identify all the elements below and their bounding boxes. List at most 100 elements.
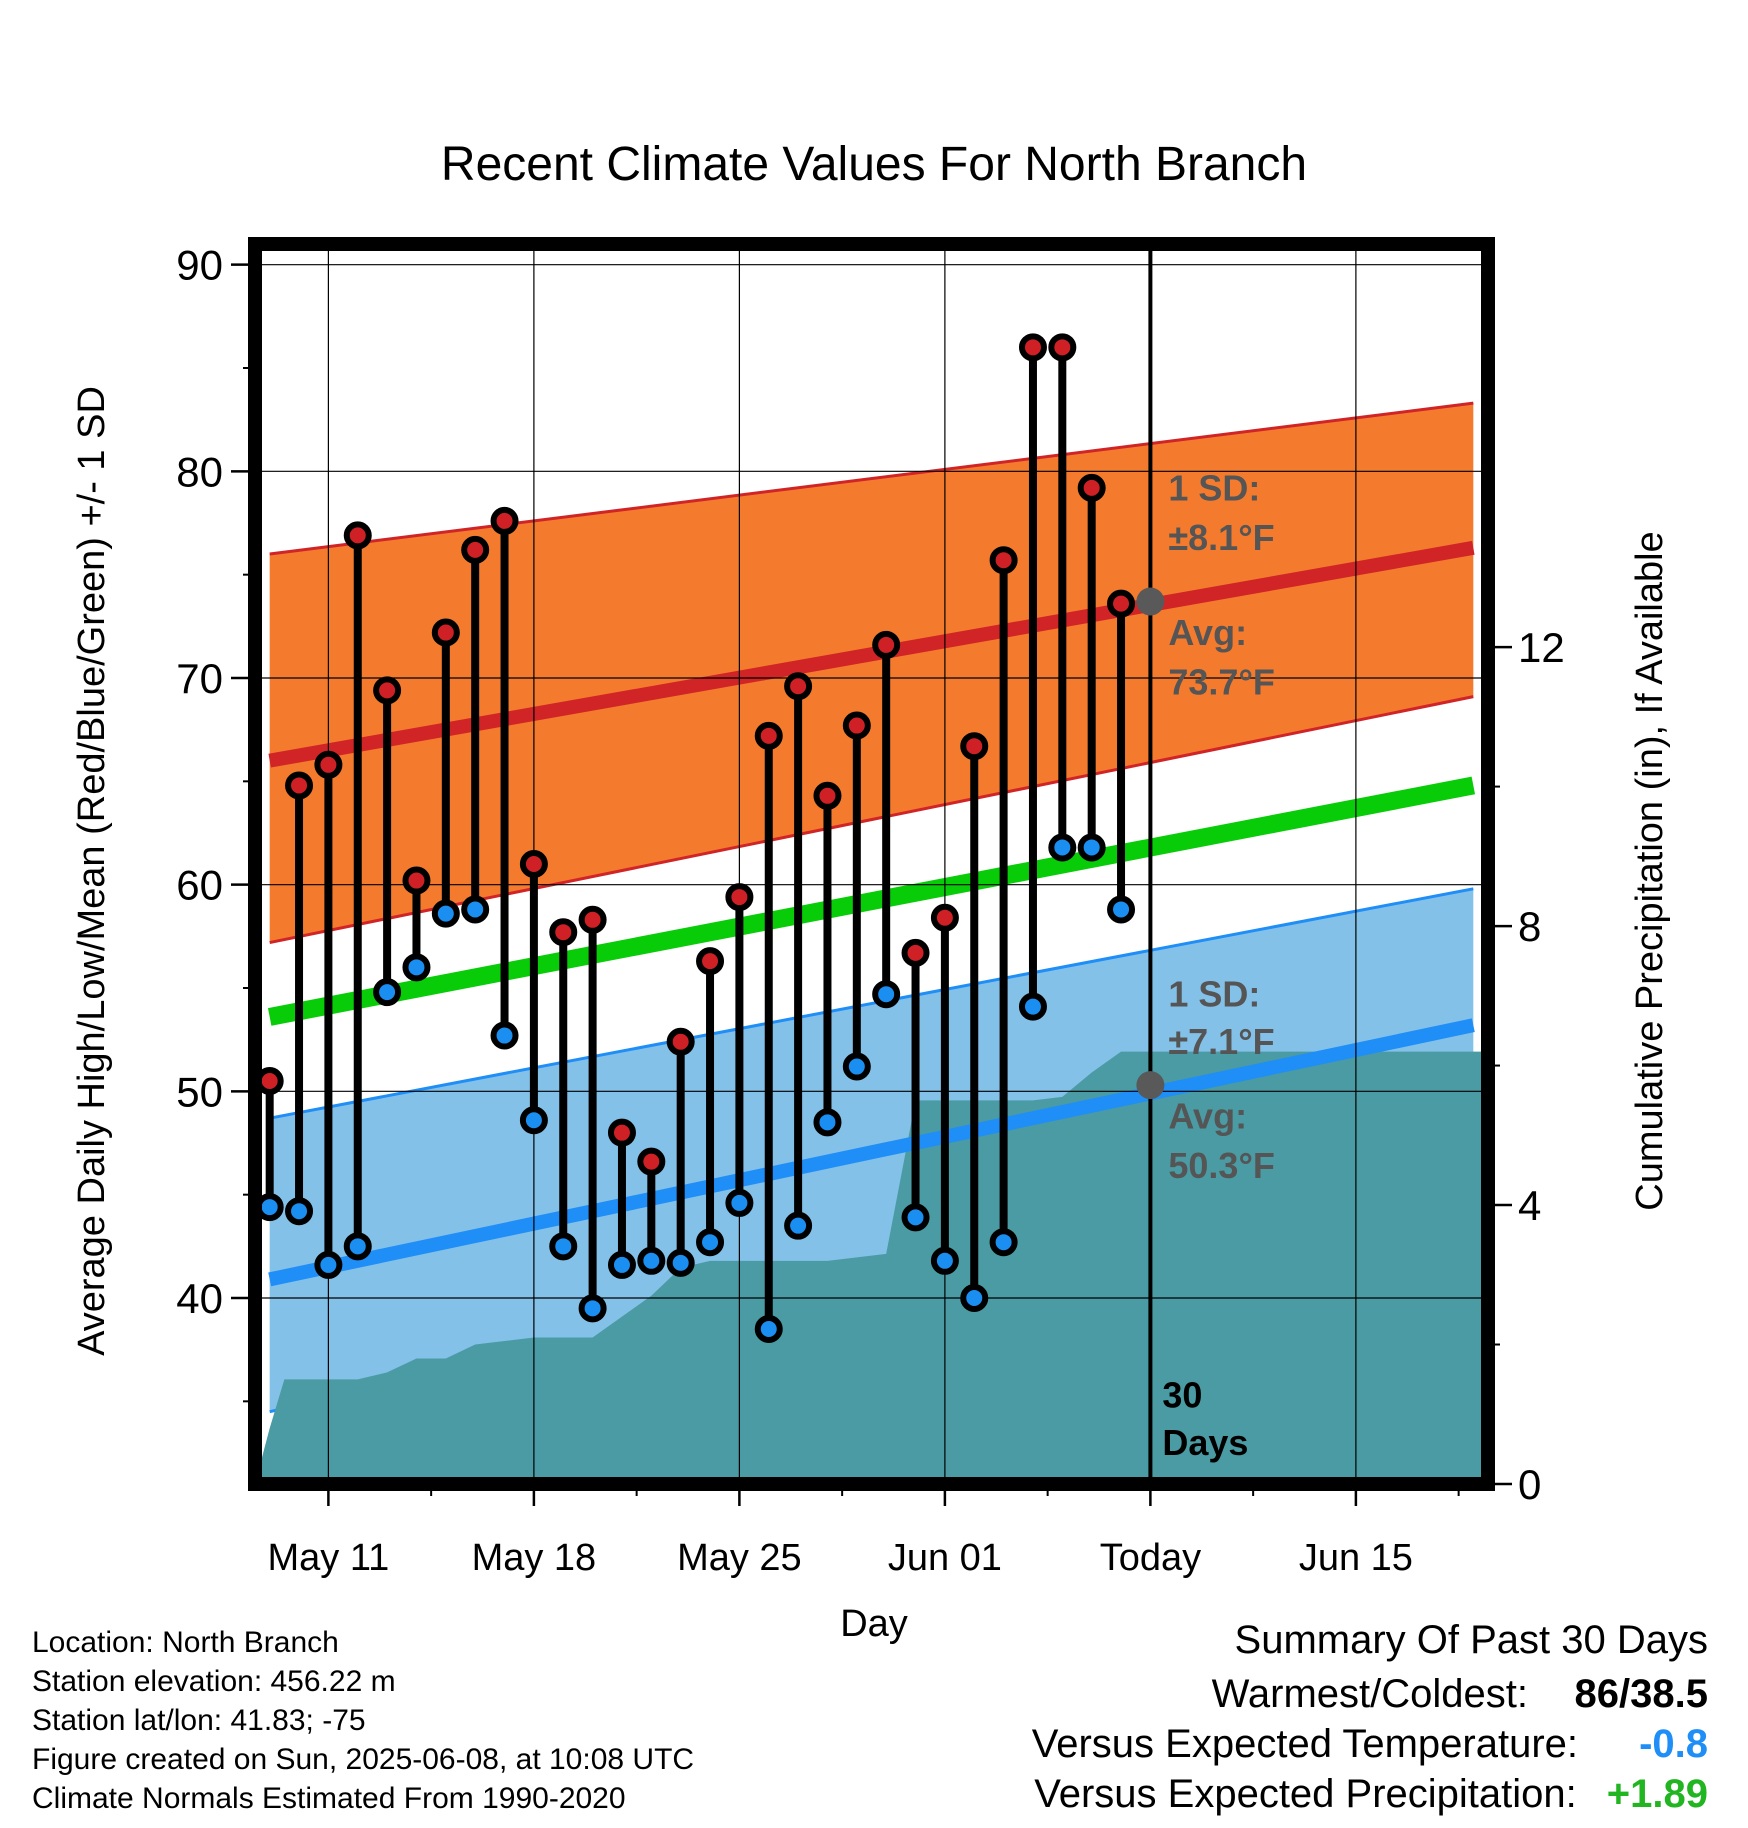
daily-high-point	[431, 618, 460, 647]
low-sd-label: 1 SD:	[1168, 974, 1260, 1015]
info-normals: Climate Normals Estimated From 1990-2020	[32, 1782, 626, 1815]
plot-area: 1 SD: ±8.1°F Avg: 73.7°F 1 SD: ±7.1°F Avg: 50.3…	[176, 237, 1565, 1579]
daily-low-point	[930, 1246, 959, 1275]
daily-high-point	[901, 938, 930, 967]
daily-low-point	[402, 953, 431, 982]
daily-low-point	[343, 1232, 372, 1261]
daily-low-point	[461, 895, 490, 924]
low-avg-value: 50.3°F	[1168, 1145, 1274, 1186]
daily-high-point	[813, 781, 842, 810]
vs-precip-label: Versus Expected Precipitation:	[1034, 1772, 1577, 1816]
y2-tick-label: 0	[1518, 1461, 1541, 1508]
daily-high-point	[519, 850, 548, 878]
daily-low-point	[989, 1228, 1018, 1257]
daily-low-point	[431, 899, 460, 928]
low-avg-marker	[1136, 1071, 1165, 1100]
y-tick-label: 60	[176, 862, 223, 909]
daily-low-point	[725, 1188, 754, 1217]
x-tick-label: May 18	[472, 1537, 597, 1579]
normal-mean-line	[267, 776, 1476, 1026]
daily-low-point	[578, 1294, 607, 1323]
daily-high-point	[754, 721, 783, 750]
info-location: Location: North Branch	[32, 1626, 339, 1659]
y-tick-label: 80	[176, 448, 223, 495]
daily-high-point	[1018, 333, 1047, 362]
daily-low-point	[784, 1211, 813, 1240]
summary-vs-temp: Versus Expected Temperature: -0.8	[1032, 1722, 1708, 1767]
vs-precip-value: +1.89	[1606, 1772, 1708, 1816]
daily-high-point	[285, 771, 314, 800]
summary-vs-precip: Versus Expected Precipitation: +1.89	[1034, 1772, 1708, 1817]
daily-high-point	[725, 883, 754, 912]
chart-title: Recent Climate Values For North Branch	[441, 138, 1307, 191]
daily-low-point	[549, 1232, 578, 1261]
x-tick-label: Today	[1100, 1537, 1201, 1579]
daily-low-point	[1077, 833, 1106, 862]
daily-low-point	[490, 1021, 519, 1050]
daily-low-point	[696, 1228, 725, 1257]
high-avg-label: Avg:	[1168, 612, 1247, 653]
normal-low-line	[268, 1018, 1475, 1287]
daily-high-point	[343, 521, 372, 550]
daily-high-point	[784, 672, 813, 701]
high-sd-value: ±8.1°F	[1168, 517, 1274, 558]
y2-tick-label: 8	[1518, 903, 1541, 950]
daily-low-point	[1107, 895, 1136, 924]
warmest-coldest-value: 86/38.5	[1574, 1672, 1708, 1716]
daily-high-point	[607, 1118, 636, 1147]
daily-low-point	[314, 1250, 343, 1279]
daily-high-point	[373, 676, 402, 705]
high-sd-label: 1 SD:	[1168, 467, 1260, 508]
y2-tick-label: 4	[1518, 1182, 1541, 1229]
y2-tick-label: 12	[1518, 624, 1565, 671]
low-sd-band-upper-edge	[269, 887, 1474, 1120]
daily-low-point	[1048, 833, 1077, 862]
daily-high-point	[1048, 333, 1077, 362]
vs-temp-label: Versus Expected Temperature:	[1031, 1722, 1578, 1766]
daily-high-point	[637, 1147, 666, 1176]
days-word-label: Days	[1162, 1422, 1248, 1463]
y2-axis-label: Cumulative Precipitation (in), If Availa…	[1629, 531, 1671, 1210]
high-avg-marker	[1136, 587, 1165, 616]
info-latlon: Station lat/lon: 41.83; -75	[32, 1704, 366, 1737]
daily-high-point	[578, 905, 607, 934]
x-tick-label: May 25	[677, 1537, 802, 1579]
info-elevation: Station elevation: 456.22 m	[32, 1665, 396, 1698]
daily-low-point	[373, 978, 402, 1007]
daily-high-point	[402, 866, 431, 895]
daily-high-point	[872, 630, 901, 659]
y-tick-label: 40	[176, 1275, 223, 1322]
daily-high-point	[666, 1027, 695, 1056]
x-tick-label: Jun 01	[888, 1537, 1002, 1579]
summary-title: Summary Of Past 30 Days	[1234, 1618, 1708, 1662]
daily-low-point	[637, 1246, 666, 1275]
daily-high-point	[314, 750, 343, 779]
daily-high-point	[1107, 589, 1136, 618]
daily-high-point	[989, 546, 1018, 575]
x-tick-label: Jun 15	[1299, 1537, 1413, 1579]
normal-high-line	[268, 540, 1475, 768]
daily-high-point	[1077, 473, 1106, 502]
x-tick-label: May 11	[267, 1537, 389, 1579]
high-sd-band-fill	[269, 403, 1474, 943]
vs-temp-value: -0.8	[1639, 1722, 1708, 1766]
y-tick-label: 70	[176, 655, 223, 702]
daily-low-point	[519, 1106, 548, 1135]
plot-frame	[248, 237, 1495, 1491]
days-count-label: 30	[1162, 1375, 1202, 1416]
high-avg-value: 73.7°F	[1168, 662, 1274, 703]
daily-high-point	[696, 947, 725, 976]
y-tick-label: 50	[176, 1068, 223, 1115]
daily-low-point	[813, 1108, 842, 1137]
warmest-coldest-label: Warmest/Coldest:	[1211, 1672, 1528, 1716]
low-avg-label: Avg:	[1168, 1096, 1247, 1137]
y-tick-label: 90	[176, 242, 223, 289]
daily-low-point	[842, 1052, 871, 1081]
low-sd-value: ±7.1°F	[1168, 1021, 1274, 1062]
daily-low-point	[872, 980, 901, 1009]
daily-high-point	[842, 711, 871, 740]
daily-high-point	[960, 732, 989, 761]
summary-warmest-coldest: Warmest/Coldest: 86/38.5	[1212, 1672, 1708, 1717]
daily-low-point	[960, 1284, 989, 1312]
info-created: Figure created on Sun, 2025-06-08, at 10…	[32, 1743, 695, 1776]
